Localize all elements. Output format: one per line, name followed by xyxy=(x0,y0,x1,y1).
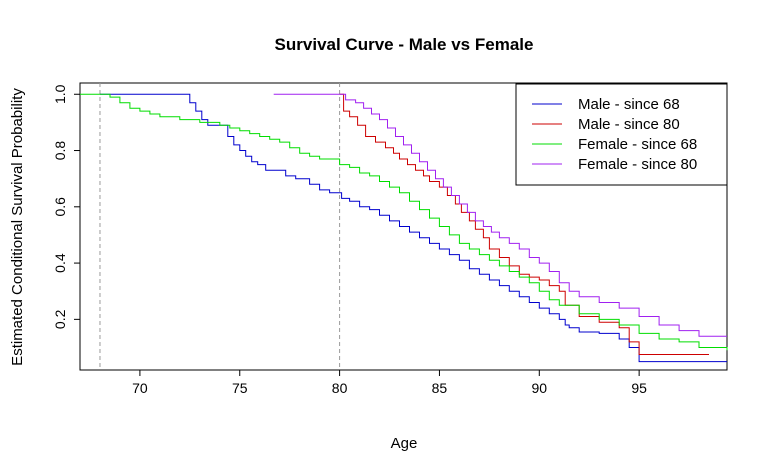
x-tick-label: 70 xyxy=(132,380,148,396)
legend-box xyxy=(515,83,728,186)
x-tick-label: 90 xyxy=(532,380,548,396)
x-tick-label: 75 xyxy=(232,380,248,396)
y-tick-label: 0.6 xyxy=(52,197,68,217)
series-line-1 xyxy=(339,93,709,355)
chart-title: Survival Curve - Male vs Female xyxy=(275,35,534,54)
legend-label: Male - since 80 xyxy=(578,116,680,133)
y-tick-label: 0.8 xyxy=(52,141,68,161)
reference-lines xyxy=(99,83,341,370)
y-tick-label: 1.0 xyxy=(52,84,68,104)
x-axis-label: Age xyxy=(391,435,418,452)
series-line-0 xyxy=(100,93,727,363)
y-tick-label: 0.4 xyxy=(52,253,68,273)
legend-label: Female - since 80 xyxy=(578,156,697,173)
legend-label: Male - since 68 xyxy=(578,96,680,113)
series-line-3 xyxy=(273,93,727,337)
x-tick-label: 80 xyxy=(332,380,348,396)
y-axis-label: Estimated Conditional Survival Probabili… xyxy=(9,88,26,366)
x-tick-label: 95 xyxy=(631,380,647,396)
series-line-2 xyxy=(80,93,728,351)
y-axis: 0.2 0.4 0.6 0.8 1.0 xyxy=(52,84,80,329)
legend: Male - since 68 Male - since 80 Female - s… xyxy=(515,83,728,186)
plot-frame xyxy=(79,82,728,371)
x-tick-label: 85 xyxy=(432,380,448,396)
x-axis: 70 75 80 85 90 95 xyxy=(132,370,647,396)
series-lines xyxy=(80,93,728,363)
legend-label: Female - since 68 xyxy=(578,136,697,153)
y-tick-label: 0.2 xyxy=(52,309,68,329)
